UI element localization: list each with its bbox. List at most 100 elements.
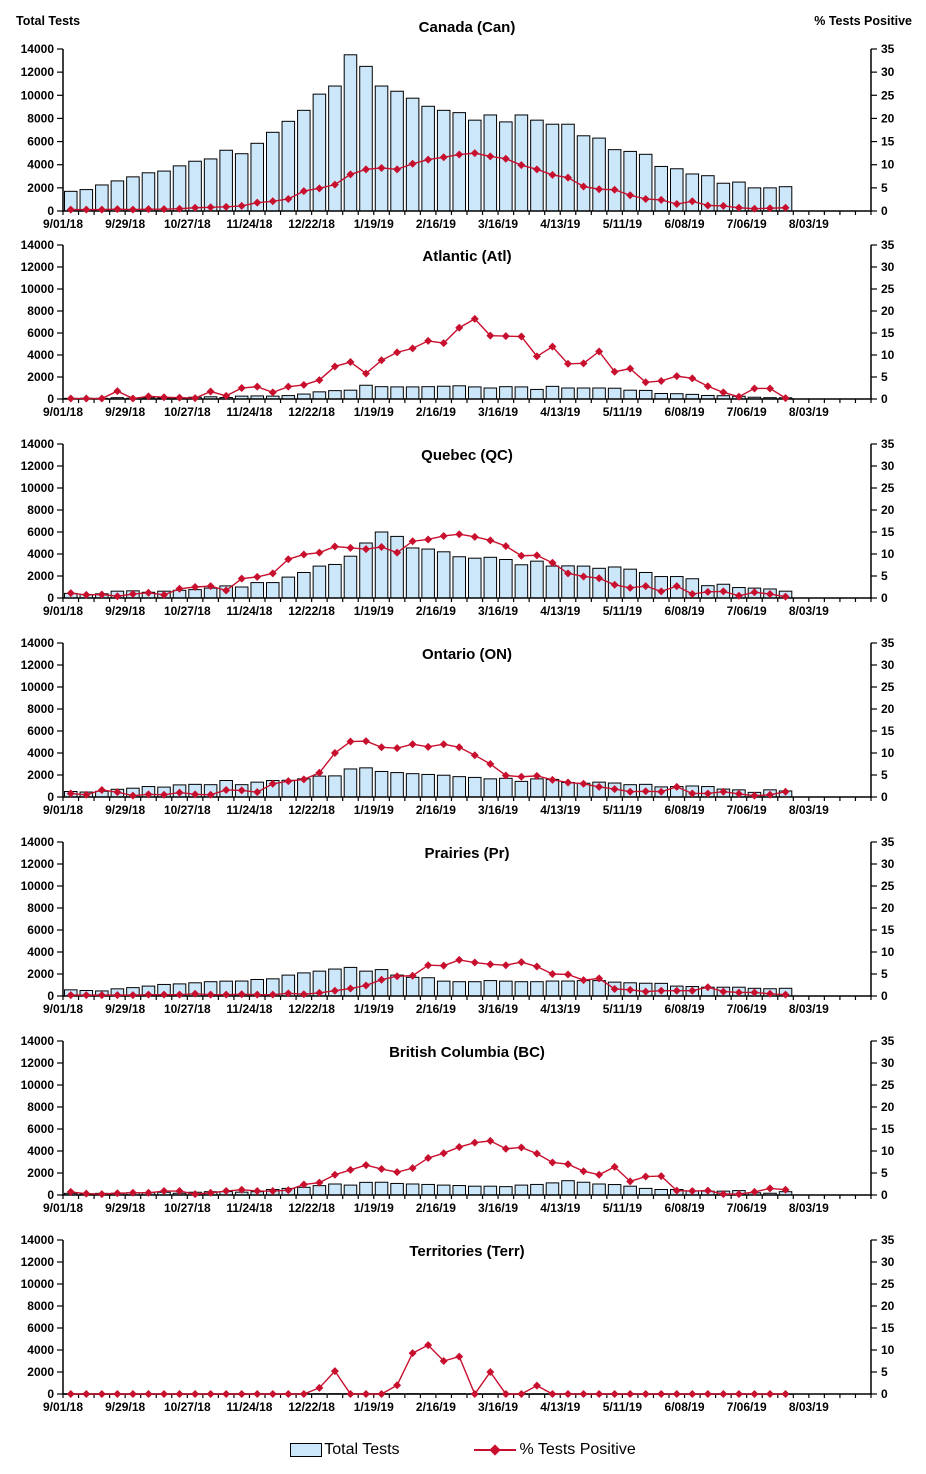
svg-text:9/01/18: 9/01/18 [43, 1400, 83, 1414]
svg-text:5/11/19: 5/11/19 [603, 1400, 643, 1414]
svg-text:4000: 4000 [27, 348, 54, 362]
diamond-marker [362, 1390, 370, 1398]
svg-text:2000: 2000 [27, 1365, 54, 1379]
svg-text:14000: 14000 [21, 238, 55, 252]
diamond-marker [564, 970, 572, 979]
positivity-line-series [66, 314, 790, 403]
svg-text:6/08/19: 6/08/19 [665, 1400, 705, 1414]
svg-text:6/08/19: 6/08/19 [665, 1201, 705, 1215]
diamond-marker [734, 203, 743, 212]
diamond-marker [330, 1170, 339, 1179]
svg-text:11/24/18: 11/24/18 [226, 1201, 272, 1215]
diamond-marker [315, 184, 324, 193]
axes [57, 642, 877, 801]
diamond-marker [175, 393, 184, 402]
diamond-marker [734, 988, 743, 997]
y-axis-left-labels: 0 2000 4000 6000 8000 10000 12000 14000 [21, 835, 55, 1003]
diamond-marker [82, 590, 91, 599]
diamond-marker [626, 364, 635, 373]
diamond-marker [144, 1188, 153, 1197]
diamond-marker [579, 572, 588, 581]
svg-text:25: 25 [881, 481, 895, 495]
svg-text:0: 0 [47, 1188, 54, 1202]
diamond-marker [377, 1165, 386, 1174]
diamond-marker [97, 205, 106, 214]
svg-text:12000: 12000 [21, 65, 55, 79]
svg-text:20: 20 [881, 304, 895, 318]
axes [57, 841, 877, 1000]
svg-text:10000: 10000 [21, 879, 55, 893]
svg-text:14000: 14000 [21, 1034, 55, 1048]
diamond-marker [97, 1390, 106, 1398]
svg-text:6000: 6000 [27, 1321, 54, 1335]
svg-text:10: 10 [881, 746, 895, 760]
diamond-marker [315, 768, 324, 777]
svg-text:30: 30 [881, 459, 895, 473]
diamond-marker [470, 532, 479, 541]
diamond-marker [346, 984, 355, 993]
diamond-marker [626, 583, 635, 592]
diamond-marker [175, 204, 184, 213]
diamond-marker [82, 991, 91, 1000]
svg-text:2/16/19: 2/16/19 [416, 604, 456, 618]
diamond-marker [781, 203, 790, 212]
diamond-marker [750, 1390, 759, 1398]
positivity-line-series [66, 1136, 790, 1199]
positivity-line-series [66, 1341, 790, 1398]
svg-text:6/08/19: 6/08/19 [665, 217, 705, 231]
svg-text:14000: 14000 [21, 42, 55, 56]
svg-text:9/29/18: 9/29/18 [105, 1002, 145, 1016]
diamond-marker [610, 1162, 619, 1171]
diamond-marker [641, 378, 650, 387]
diamond-marker [284, 989, 293, 998]
diamond-marker [268, 779, 277, 788]
diamond-marker [564, 778, 572, 787]
diamond-marker [66, 205, 75, 214]
x-axis-labels: 9/01/18 9/29/18 10/27/18 11/24/18 12/22/18 1/… [43, 604, 829, 618]
diamond-marker [579, 359, 588, 368]
svg-text:0: 0 [881, 591, 888, 605]
svg-text:7/06/19: 7/06/19 [727, 1400, 767, 1414]
diamond-marker [299, 1390, 308, 1398]
svg-text:14000: 14000 [21, 437, 55, 451]
diamond-marker [82, 790, 91, 799]
diamond-marker [66, 589, 75, 598]
diamond-marker [128, 791, 137, 800]
diamond-marker [424, 1341, 433, 1350]
diamond-marker [657, 376, 666, 385]
diamond-marker [408, 740, 417, 749]
diamond-marker [579, 779, 588, 788]
diamond-marker [393, 548, 402, 557]
diamond-marker [734, 789, 743, 798]
diamond-marker [641, 787, 650, 796]
svg-text:10000: 10000 [21, 88, 55, 102]
diamond-marker [517, 332, 526, 341]
chart-svg: Ontario (ON) 0 2000 4000 6000 8000 10000 12000 1… [21, 636, 895, 817]
diamond-marker [455, 955, 464, 964]
svg-text:8/03/19: 8/03/19 [789, 1201, 829, 1215]
legend-item-total-tests: Total Tests [290, 1441, 400, 1459]
svg-text:2/16/19: 2/16/19 [416, 1002, 456, 1016]
svg-text:9/01/18: 9/01/18 [43, 604, 83, 618]
x-axis-labels: 9/01/18 9/29/18 10/27/18 11/24/18 12/22/18 1/… [43, 803, 829, 817]
diamond-marker [595, 1170, 604, 1179]
diamond-marker [766, 384, 774, 393]
svg-text:0: 0 [47, 204, 54, 218]
diamond-marker [595, 1390, 604, 1398]
svg-text:6/08/19: 6/08/19 [665, 604, 705, 618]
diamond-marker [595, 574, 604, 583]
svg-text:10: 10 [881, 547, 895, 561]
svg-text:12000: 12000 [21, 1056, 55, 1070]
diamond-marker [346, 737, 355, 746]
svg-text:8/03/19: 8/03/19 [789, 604, 829, 618]
diamond-marker [113, 387, 122, 396]
svg-text:9/01/18: 9/01/18 [43, 1002, 83, 1016]
diamond-marker [82, 205, 91, 214]
diamond-marker [703, 1390, 712, 1398]
svg-text:7/06/19: 7/06/19 [727, 604, 767, 618]
diamond-marker [703, 587, 712, 596]
diamond-marker [393, 165, 402, 174]
svg-text:35: 35 [881, 1034, 895, 1048]
x-axis-labels: 9/01/18 9/29/18 10/27/18 11/24/18 12/22/18 1/… [43, 217, 829, 231]
svg-text:35: 35 [881, 1233, 895, 1247]
